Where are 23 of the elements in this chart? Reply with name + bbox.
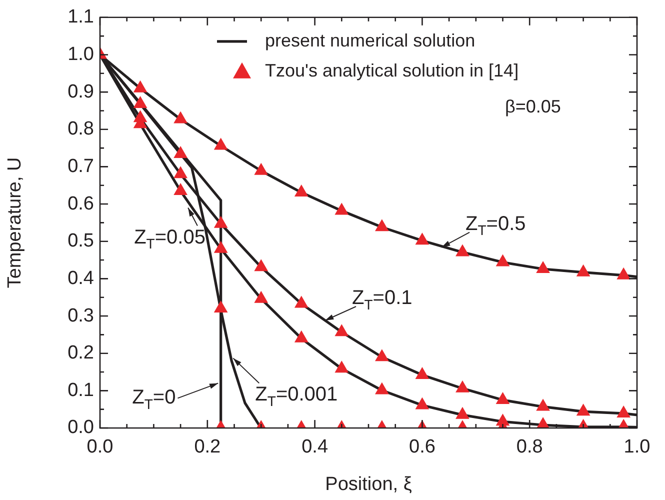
x-tick-label: 1.0	[624, 436, 650, 458]
annotation: β=0.05	[505, 96, 561, 116]
y-tick-label: 0.7	[68, 156, 94, 177]
y-tick-label: 1.0	[68, 44, 94, 65]
legend-label: present numerical solution	[265, 30, 476, 50]
y-tick-label: 0.9	[68, 81, 94, 102]
y-tick-label: 0.5	[68, 230, 94, 252]
y-tick-label: 0.4	[68, 268, 94, 289]
x-tick-label: 0.4	[302, 436, 328, 458]
y-axis-title: Temperature, U	[4, 157, 26, 288]
y-tick-label: 0.2	[68, 342, 94, 364]
y-tick-label: 1.1	[68, 6, 94, 28]
x-axis-title: Position, ξ	[325, 474, 412, 495]
x-tick-label: 0.6	[408, 436, 436, 458]
y-tick-label: 0.6	[68, 193, 94, 214]
y-tick-label: 0.3	[68, 305, 94, 326]
y-tick-label: 0.8	[68, 118, 94, 140]
y-tick-label: 0.1	[68, 380, 94, 401]
x-tick-label: 0.8	[516, 436, 543, 458]
x-tick-label: 0.0	[86, 436, 114, 458]
legend-label: Tzou's analytical solution in [14]	[265, 60, 519, 80]
y-tick-label: 0.0	[68, 417, 94, 438]
x-tick-label: 0.2	[194, 436, 221, 458]
